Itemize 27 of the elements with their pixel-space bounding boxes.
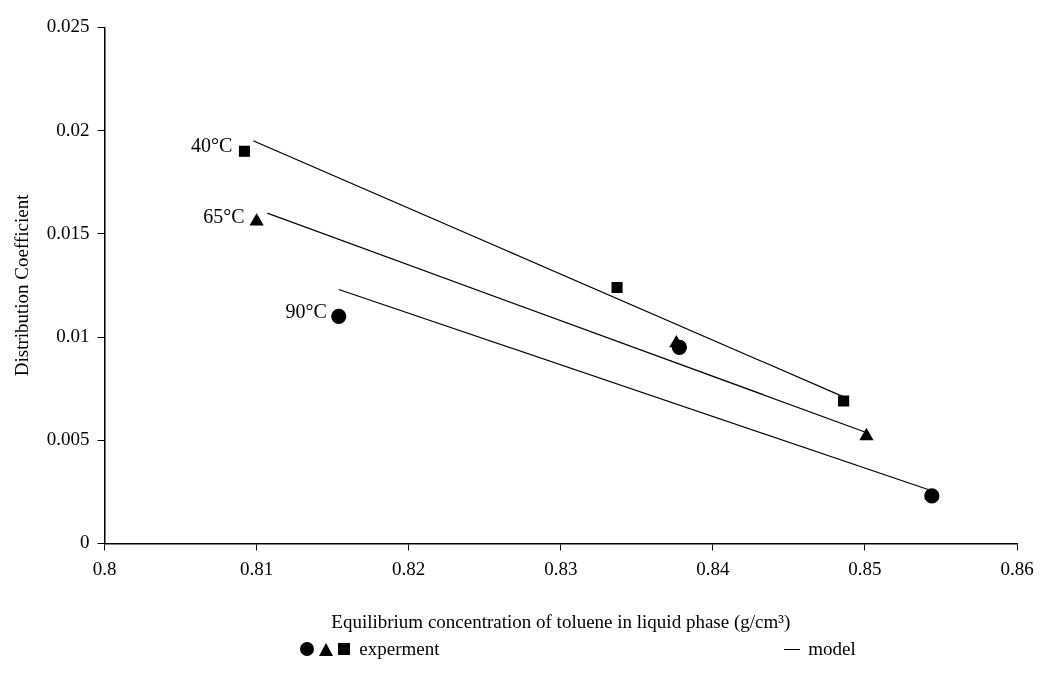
point (249, 213, 264, 226)
y-tick-label: 0.025 (46, 15, 90, 37)
point (611, 281, 623, 294)
point (838, 395, 850, 407)
legend-label: model (808, 638, 856, 660)
y-tick-label: 0.015 (46, 221, 90, 243)
annotation: 65°C (203, 204, 245, 227)
x-tick-label: 0.81 (240, 557, 274, 579)
point (859, 428, 874, 441)
y-tick-label: 0.01 (56, 324, 90, 346)
legend-label: experment (359, 638, 440, 660)
annotation: 90°C (285, 299, 327, 322)
x-tick-label: 0.85 (848, 557, 882, 579)
x-tick-label: 0.8 (92, 557, 117, 579)
x-tick-label: 0.82 (392, 557, 426, 579)
point (924, 488, 940, 504)
annotation: 40°C (191, 134, 233, 157)
x-tick-label: 0.84 (696, 557, 730, 579)
y-tick-label: 0 (80, 531, 90, 553)
point (238, 145, 251, 157)
x-tick-label: 0.86 (1000, 557, 1034, 579)
y-tick-label: 0.02 (56, 118, 90, 140)
x-tick-label: 0.83 (544, 557, 578, 579)
x-axis-title: Equilibrium concentration of toluene in liquid phase (g/cm³) (331, 610, 791, 633)
y-axis-title: Distribution Coefficient (11, 193, 33, 377)
point (331, 308, 347, 324)
y-tick-label: 0.005 (46, 428, 90, 450)
